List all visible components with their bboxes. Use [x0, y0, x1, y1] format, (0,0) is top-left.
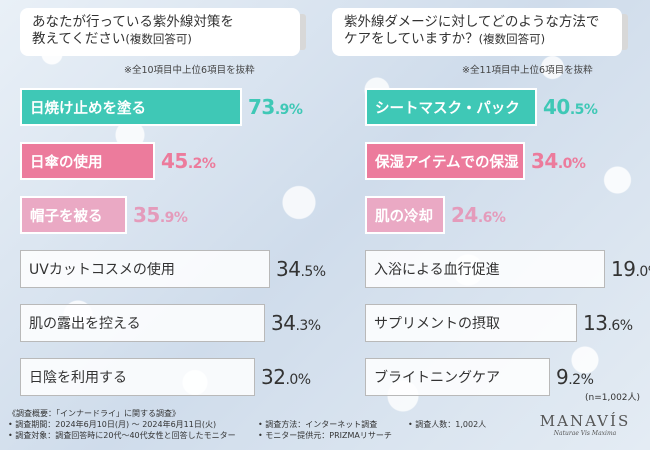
right-note: ※全11項目中上位6項目を抜粋: [462, 65, 593, 76]
left-bar-value-label: 32.0%: [261, 365, 311, 389]
right-bar-value-label: 19.0%: [611, 257, 650, 281]
footer-target: • 調査対象：調査回答時に20代～40代女性と回答したモニター: [8, 431, 236, 440]
right-bar: サプリメントの摂取: [365, 304, 577, 342]
footer-method: • 調査方法：インターネット調査: [258, 420, 378, 429]
left-bar-value-label: 34.5%: [276, 257, 326, 281]
right-bar-value-label: 34.0%: [531, 149, 586, 173]
right-question-box: 紫外線ダメージに対してどのような方法で ケアをしていますか？(複数回答可): [332, 8, 628, 56]
right-question-line2: ケアをしていますか？: [344, 31, 479, 47]
right-bar-value-label: 13.6%: [583, 311, 633, 335]
footer-heading: 《調査概要：「インナードライ」に関する調査》: [8, 409, 180, 418]
left-bar-row: 日傘の使用 45.2%: [20, 142, 216, 180]
left-bar: 日焼け止めを塗る: [20, 88, 242, 126]
left-bar: 日傘の使用: [20, 142, 155, 180]
right-bar-value-label: 24.6%: [451, 203, 506, 227]
right-bar-row: 保湿アイテムでの保湿 34.0%: [365, 142, 586, 180]
left-bar-row: 日焼け止めを塗る 73.9%: [20, 88, 303, 126]
footer-period: • 調査期間：2024年6月10日(月) ～ 2024年6月11日(火): [8, 420, 217, 429]
left-note: ※全10項目中上位6項目を抜粋: [124, 65, 255, 76]
footer-provider: • モニター提供元：PRIZMAリサーチ: [258, 431, 392, 440]
left-bar: UVカットコスメの使用: [20, 250, 270, 288]
brand-tagline: Naturae Vis Maxima: [553, 430, 617, 437]
left-bar-row: UVカットコスメの使用 34.5%: [20, 250, 326, 288]
brand-logo-text: MANAVÍS: [539, 412, 631, 430]
right-bar: シートマスク・パック: [365, 88, 537, 126]
footer-count: • 調査人数：1,002人: [408, 420, 487, 429]
brand-logo: MANAVÍS Naturae Vis Maxima: [530, 412, 640, 437]
right-bar: ブライトニングケア: [365, 358, 550, 396]
sample-size-note: (n=1,002人): [585, 393, 641, 403]
left-bar-row: 帽子を被る 35.9%: [20, 196, 188, 234]
left-bar: 日陰を利用する: [20, 358, 255, 396]
left-bar-row: 肌の露出を控える 34.3%: [20, 304, 321, 342]
left-question-line1: あなたが行っている紫外線対策を: [32, 14, 234, 30]
left-question-line2: 教えてください: [32, 31, 126, 47]
right-bar-row: 肌の冷却 24.6%: [365, 196, 506, 234]
right-bar-row: ブライトニングケア 9.2%: [365, 358, 594, 396]
left-bar-row: 日陰を利用する 32.0%: [20, 358, 311, 396]
left-bar-value-label: 73.9%: [248, 95, 303, 119]
right-question-line1: 紫外線ダメージに対してどのような方法で: [344, 14, 600, 30]
right-bar: 肌の冷却: [365, 196, 445, 234]
right-bar-row: サプリメントの摂取 13.6%: [365, 304, 633, 342]
left-question-box: あなたが行っている紫外線対策を 教えてください(複数回答可): [20, 8, 306, 56]
left-bar: 帽子を被る: [20, 196, 127, 234]
left-bar-value-label: 35.9%: [133, 203, 188, 227]
left-bar-value-label: 34.3%: [271, 311, 321, 335]
right-bar-row: シートマスク・パック 40.5%: [365, 88, 598, 126]
right-bar: 保湿アイテムでの保湿: [365, 142, 525, 180]
right-bar: 入浴による血行促進: [365, 250, 605, 288]
right-question-suffix: (複数回答可): [478, 32, 546, 46]
left-question-suffix: (複数回答可): [125, 32, 192, 46]
left-bar-value-label: 45.2%: [161, 149, 216, 173]
right-bar-value-label: 40.5%: [543, 95, 598, 119]
right-bar-value-label: 9.2%: [556, 365, 594, 389]
left-bar: 肌の露出を控える: [20, 304, 265, 342]
